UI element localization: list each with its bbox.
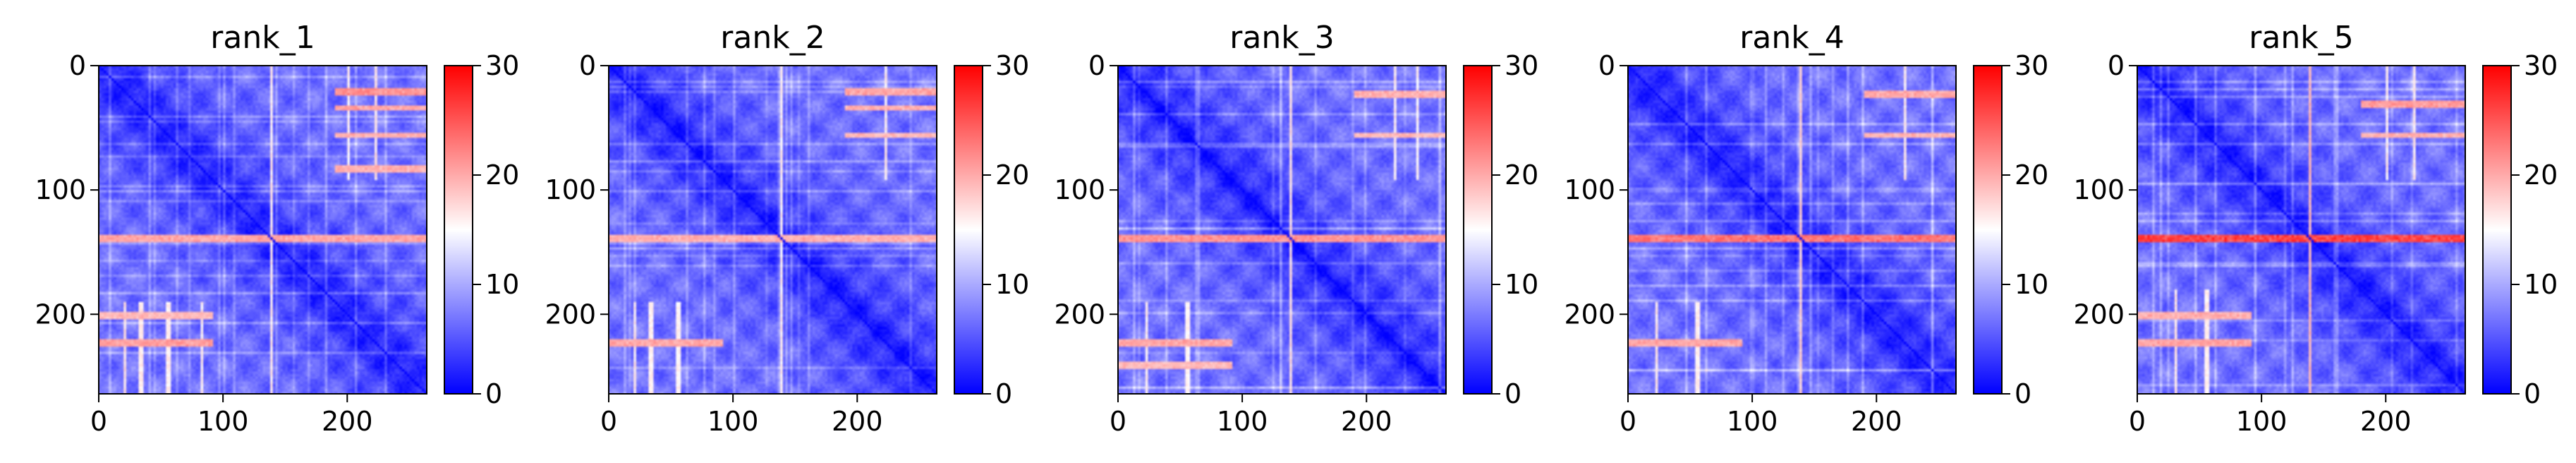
heatmap-matrix — [2137, 66, 2465, 394]
colorbar-tick-label: 10 — [485, 269, 519, 300]
colorbar-tick-label: 30 — [995, 50, 1029, 81]
plot-frame — [1117, 65, 1447, 395]
colorbar-tick-label: 30 — [485, 50, 519, 81]
y-tick-label: 100 — [1054, 174, 1105, 205]
heatmap-matrix — [1628, 66, 1956, 394]
x-tick-label: 200 — [1851, 406, 1902, 437]
y-tick-label: 0 — [2108, 50, 2125, 81]
x-tick-label: 0 — [1620, 406, 1636, 437]
panel-title: rank_5 — [2249, 20, 2353, 56]
panel-title: rank_2 — [720, 20, 825, 56]
y-tick-label: 0 — [69, 50, 86, 81]
y-tick-label: 200 — [545, 299, 596, 330]
colorbar-tick-label: 30 — [2524, 50, 2558, 81]
colorbar — [1973, 65, 2003, 395]
heatmap-panel-3: rank_3 0 100 200 0 100 200 0 10 20 30 — [1054, 20, 1538, 437]
colorbar-tick-label: 0 — [995, 378, 1012, 409]
x-tick-label: 0 — [600, 406, 617, 437]
y-tick-label: 200 — [35, 299, 86, 330]
heatmap-matrix — [99, 66, 427, 394]
x-tick-label: 200 — [1341, 406, 1392, 437]
colorbar — [954, 65, 983, 395]
heatmap-matrix — [1118, 66, 1446, 394]
x-tick-label: 0 — [2129, 406, 2146, 437]
y-tick-label: 0 — [579, 50, 596, 81]
colorbar — [2482, 65, 2512, 395]
x-tick-label: 100 — [1727, 406, 1778, 437]
colorbar-tick-label: 30 — [2015, 50, 2048, 81]
colorbar-tick-label: 0 — [485, 378, 502, 409]
colorbar-tick-label: 20 — [485, 160, 519, 191]
panel-title: rank_4 — [1739, 20, 1844, 56]
y-tick-label: 100 — [2073, 174, 2125, 205]
x-tick-label: 200 — [322, 406, 373, 437]
x-tick-label: 200 — [832, 406, 883, 437]
colorbar-tick-label: 10 — [2524, 269, 2558, 300]
colorbar-tick-label: 0 — [2524, 378, 2541, 409]
colorbar-tick-label: 10 — [2015, 269, 2048, 300]
colorbar — [1463, 65, 1493, 395]
colorbar-tick-label: 10 — [995, 269, 1029, 300]
y-tick-label: 100 — [35, 174, 86, 205]
heatmap-panel-1: rank_1 0 100 200 0 100 200 0 10 20 30 — [35, 20, 519, 437]
colorbar-tick-label: 10 — [1505, 269, 1538, 300]
y-tick-label: 100 — [545, 174, 596, 205]
panel-title: rank_3 — [1229, 20, 1334, 56]
colorbar-tick-label: 0 — [2015, 378, 2031, 409]
plot-frame — [1627, 65, 1957, 395]
colorbar-tick-label: 30 — [1505, 50, 1538, 81]
x-tick-label: 100 — [707, 406, 759, 437]
y-tick-label: 200 — [1054, 299, 1105, 330]
x-tick-label: 100 — [198, 406, 249, 437]
colorbar-tick-label: 20 — [2015, 160, 2048, 191]
x-tick-label: 200 — [2360, 406, 2412, 437]
heatmap-panel-2: rank_2 0 100 200 0 100 200 0 10 20 30 — [545, 20, 1029, 437]
x-tick-label: 100 — [1217, 406, 1268, 437]
plot-frame — [2137, 65, 2466, 395]
colorbar-tick-label: 0 — [1505, 378, 1521, 409]
heatmap-panel-5: rank_5 0 100 200 0 100 200 0 10 20 30 — [2073, 20, 2558, 437]
x-tick-label: 0 — [1110, 406, 1126, 437]
heatmap-matrix — [609, 66, 937, 394]
y-tick-label: 200 — [2073, 299, 2125, 330]
heatmap-panel-4: rank_4 0 100 200 0 100 200 0 10 20 30 — [1564, 20, 2048, 437]
y-tick-label: 100 — [1564, 174, 1615, 205]
colorbar — [444, 65, 473, 395]
colorbar-tick-label: 20 — [1505, 160, 1538, 191]
colorbar-tick-label: 20 — [2524, 160, 2558, 191]
y-tick-label: 200 — [1564, 299, 1615, 330]
x-tick-label: 0 — [90, 406, 107, 437]
y-tick-label: 0 — [1088, 50, 1105, 81]
panel-title: rank_1 — [210, 20, 315, 56]
y-tick-label: 0 — [1598, 50, 1615, 81]
plot-frame — [98, 65, 427, 395]
plot-frame — [608, 65, 937, 395]
x-tick-label: 100 — [2236, 406, 2288, 437]
colorbar-tick-label: 20 — [995, 160, 1029, 191]
